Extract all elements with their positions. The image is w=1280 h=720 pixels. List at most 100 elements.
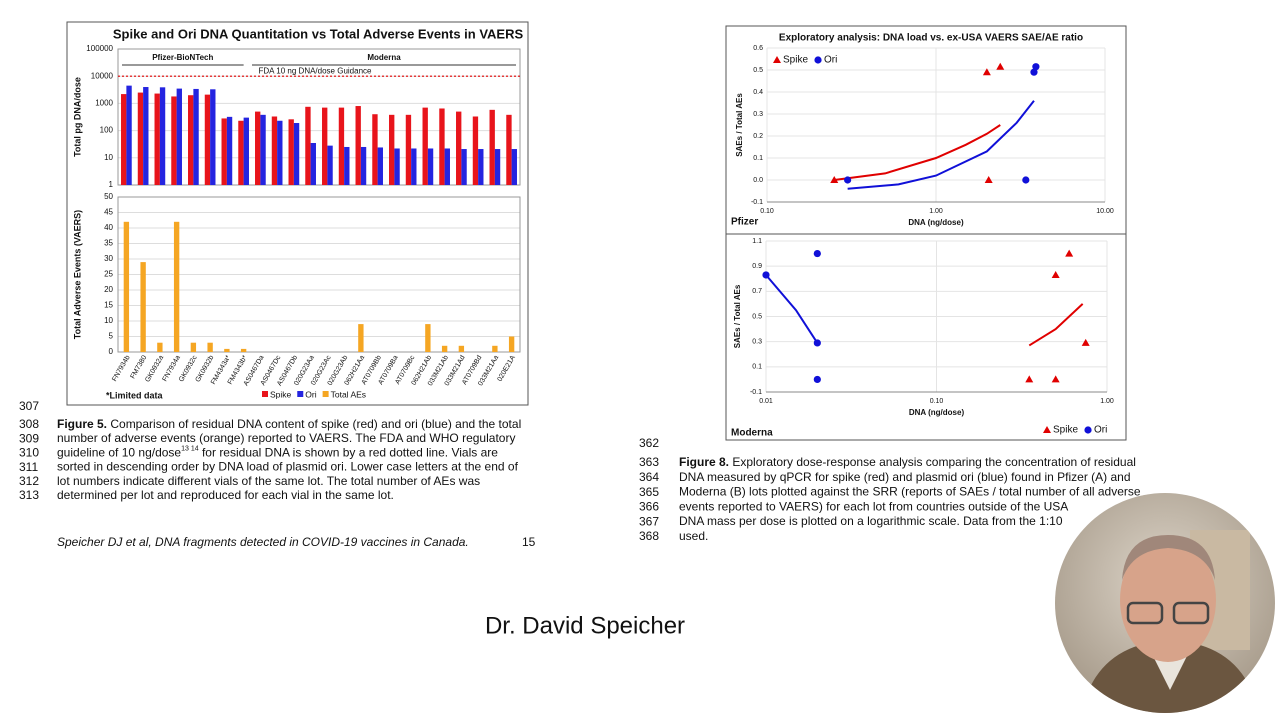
bar (411, 148, 417, 185)
line-number: 313 (19, 488, 39, 502)
caption-line: events reported to VAERS) for each lot f… (679, 500, 1068, 514)
bar (190, 342, 197, 352)
bar (456, 111, 462, 185)
bar (508, 336, 515, 352)
bar (441, 345, 448, 352)
panel-label: Pfizer (731, 217, 758, 228)
bar (240, 348, 247, 352)
caption-sup: 13 14 (181, 445, 199, 452)
panel-label: Moderna (731, 428, 773, 439)
legend-label: Ori (305, 389, 316, 399)
scatter-point (982, 68, 991, 76)
bar (140, 262, 146, 352)
bar (260, 114, 266, 185)
y-tick-label: 15 (104, 301, 113, 310)
bar (425, 324, 431, 352)
bar (255, 111, 261, 185)
scatter-point (813, 339, 821, 347)
caption-text: determined per lot and reproduced for ea… (57, 488, 394, 502)
chart-title: Exploratory analysis: DNA load vs. ex-US… (779, 33, 1083, 44)
bar (511, 149, 517, 185)
bar (389, 114, 395, 185)
bar (322, 107, 328, 185)
chart-title: Spike and Ori DNA Quantitation vs Total … (113, 26, 524, 41)
caption-text: Exploratory dose-response analysis compa… (729, 455, 1136, 469)
bar (472, 116, 479, 185)
legend-marker (1084, 426, 1092, 434)
y-tick-label: 100000 (86, 44, 113, 53)
line-number: 308 (19, 417, 39, 431)
bar (157, 342, 163, 352)
caption-line: sorted in descending order by DNA load o… (57, 460, 519, 474)
legend-label: Ori (824, 55, 837, 66)
bar (372, 114, 378, 185)
bar (305, 106, 311, 185)
caption-line: DNA mass per dose is plotted on a logari… (679, 514, 1063, 528)
caption-after: for residual DNA is shown by a red dotte… (199, 446, 499, 460)
scatter-point (1051, 270, 1060, 278)
bar (171, 96, 177, 185)
y-tick-label: 50 (104, 192, 113, 201)
scatter-point (1081, 338, 1090, 346)
bar (422, 107, 428, 185)
bar (277, 120, 283, 185)
caption-line: number of adverse events (orange) report… (57, 431, 515, 445)
y-tick-label: 0.2 (753, 133, 763, 140)
reference-label: FDA 10 ng DNA/dose Guidance (259, 66, 373, 75)
line-number: 309 (19, 431, 39, 445)
y-tick-label: 20 (104, 285, 113, 294)
bar (173, 221, 180, 352)
legend-marker (773, 56, 781, 63)
legend-label: Spike (783, 55, 808, 66)
y-axis-label: Total Adverse Events (VAERS) (72, 210, 82, 339)
bar (204, 94, 211, 185)
caption-text: guideline of 10 ng/dose (57, 446, 181, 460)
figure-8-frame (725, 25, 1127, 441)
legend-marker (814, 56, 822, 64)
scatter-point (762, 271, 770, 279)
webcam-face (1120, 538, 1216, 662)
bar (207, 342, 213, 352)
bar (394, 148, 400, 185)
line-number: 363 (639, 455, 659, 469)
line-number: 364 (639, 470, 659, 484)
bar (159, 87, 166, 185)
y-tick-label: 10 (104, 316, 113, 325)
group-label: Pfizer-BioNTech (152, 53, 213, 62)
caption-text: Moderna (B) lots plotted against the SRR… (679, 485, 1141, 499)
y-axis-label: Total pg DNA/dose (72, 77, 82, 157)
bar (506, 114, 512, 185)
line-number: 367 (639, 514, 659, 528)
y-tick-label: -0.1 (750, 389, 762, 396)
bar (126, 85, 132, 185)
y-tick-label: 0.1 (753, 155, 763, 162)
plot-frame (117, 48, 521, 186)
bar (143, 87, 149, 185)
line-number: 307 (19, 399, 39, 413)
y-tick-label: 30 (104, 254, 113, 263)
y-tick-label: 0.4 (753, 89, 763, 96)
y-tick-label: 0.5 (752, 313, 762, 320)
trendline (834, 124, 1001, 181)
y-tick-label: 1000 (95, 99, 113, 108)
bar (444, 148, 450, 185)
scatter-point (1065, 249, 1074, 257)
x-tick-label: 0.10 (760, 208, 774, 215)
legend-label: Spike (270, 389, 292, 399)
y-tick-label: 10 (104, 153, 113, 162)
y-tick-label: 0.6 (753, 45, 763, 52)
bar (360, 146, 367, 185)
line-number: 310 (19, 446, 39, 460)
x-tick-label: 10.00 (1096, 208, 1114, 215)
y-tick-label: -0.1 (751, 199, 763, 206)
y-axis-label: SAEs / Total AEs (733, 284, 742, 348)
x-tick-label: 0.10 (930, 398, 944, 405)
bar (310, 143, 316, 185)
x-axis-label: DNA (ng/dose) (908, 218, 964, 227)
x-tick-label: 0.01 (759, 398, 773, 405)
y-tick-label: 0.3 (752, 339, 762, 346)
caption-line: determined per lot and reproduced for ea… (57, 488, 394, 502)
plot-frame (117, 196, 521, 353)
scatter-point (996, 62, 1005, 70)
